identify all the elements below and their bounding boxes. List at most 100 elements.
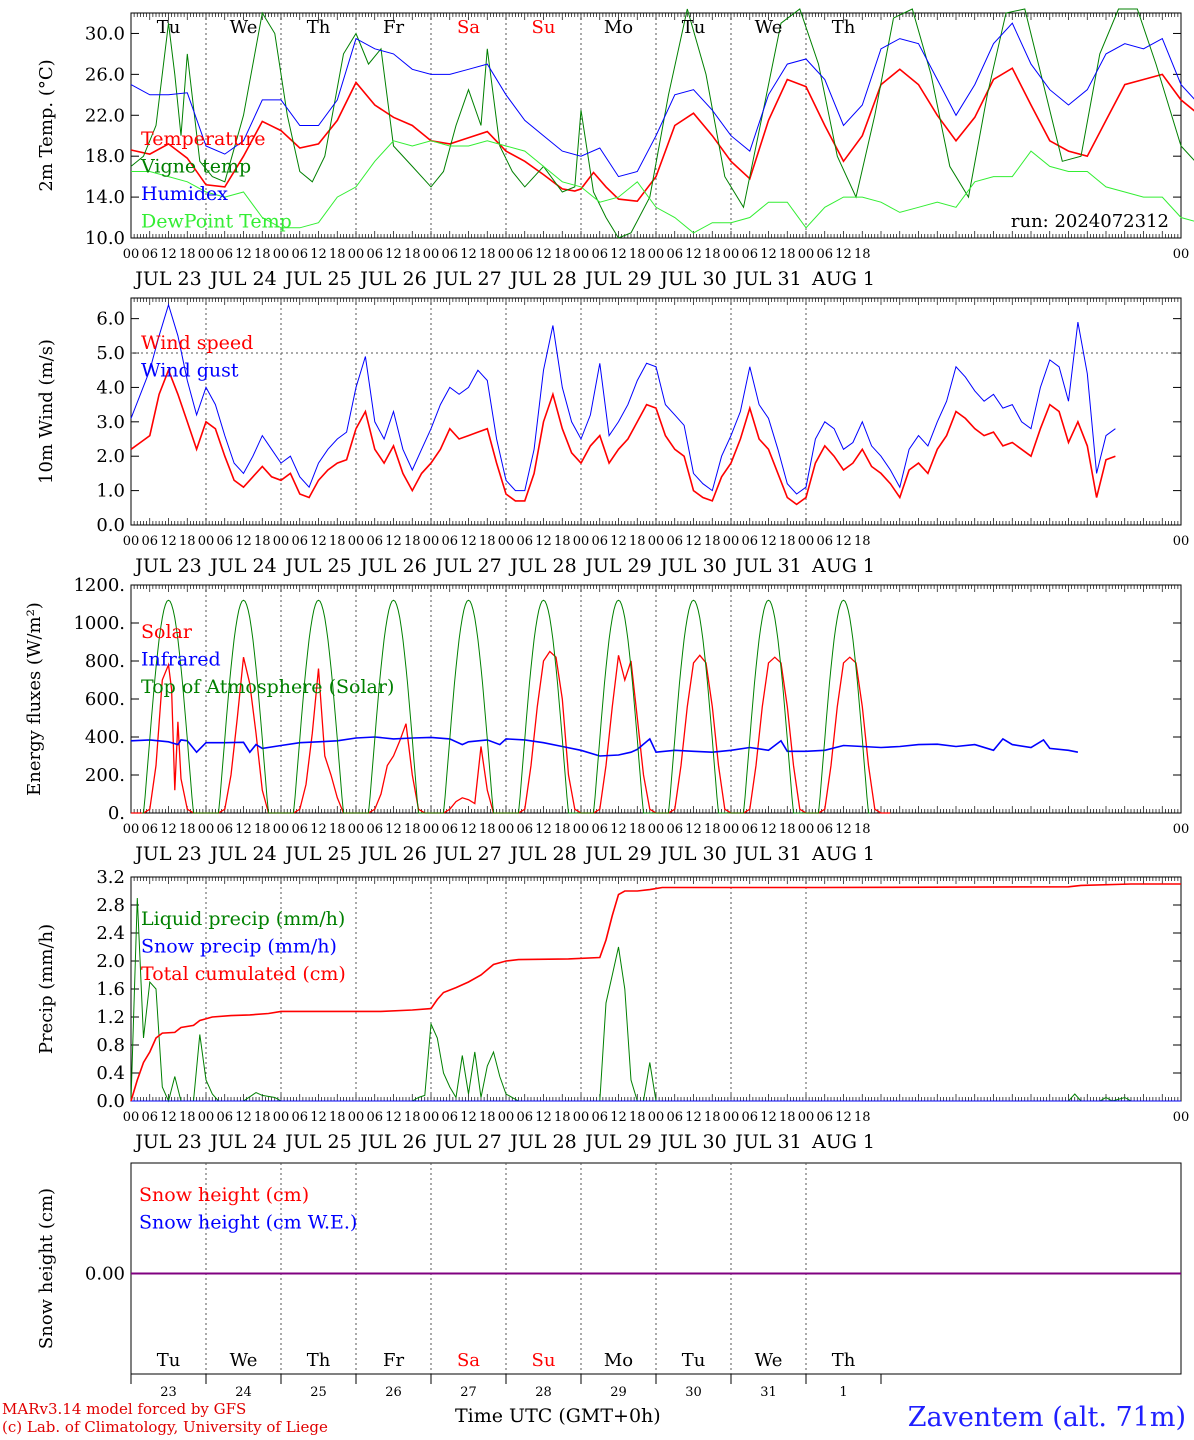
day-number-label: 24 bbox=[235, 1385, 252, 1400]
hour-tick-label: 12 bbox=[835, 1110, 852, 1125]
hour-tick-label: 00 bbox=[273, 247, 290, 262]
hour-tick-label: 18 bbox=[329, 822, 346, 837]
day-of-week-label: Th bbox=[307, 1350, 331, 1371]
hour-tick-label: 06 bbox=[216, 1110, 233, 1125]
date-label: JUL 24 bbox=[208, 1131, 276, 1153]
y-tick-label: 1.6 bbox=[96, 979, 125, 1000]
hour-tick-label: 06 bbox=[741, 534, 758, 549]
y-tick-label: 14.0 bbox=[85, 187, 125, 208]
hour-tick-label: 18 bbox=[704, 822, 721, 837]
hour-tick-label: 12 bbox=[685, 1110, 702, 1125]
day-of-week-label: Tu bbox=[682, 17, 706, 38]
y-tick-label: 3.0 bbox=[96, 412, 125, 433]
hour-tick-label: 00 bbox=[798, 1110, 815, 1125]
hour-tick-label: 00 bbox=[498, 822, 515, 837]
y-tick-label: 0. bbox=[108, 803, 125, 824]
hour-tick-label: 12 bbox=[385, 534, 402, 549]
y-tick-label: 1.0 bbox=[96, 481, 125, 502]
hour-tick-label: 00 bbox=[348, 534, 365, 549]
plot-frame bbox=[130, 297, 1182, 526]
day-of-week-label: Th bbox=[307, 17, 331, 38]
date-label: JUL 23 bbox=[133, 1131, 201, 1153]
day-of-week-label: Tu bbox=[157, 17, 181, 38]
hour-tick-label: 00 bbox=[723, 1110, 740, 1125]
hour-tick-label: 12 bbox=[310, 247, 327, 262]
series-line-dewpoint-temp bbox=[131, 140, 1194, 234]
hour-tick-label: 06 bbox=[216, 247, 233, 262]
day-number-label: 31 bbox=[760, 1385, 777, 1400]
hour-tick-label: 06 bbox=[441, 534, 458, 549]
hour-tick-label: 06 bbox=[216, 534, 233, 549]
day-of-week-label: Sa bbox=[457, 17, 480, 38]
date-label: JUL 30 bbox=[658, 843, 726, 865]
hour-tick-label: 06 bbox=[816, 1110, 833, 1125]
date-label: JUL 27 bbox=[433, 843, 501, 865]
hour-tick-label: 06 bbox=[816, 534, 833, 549]
hour-tick-label: 18 bbox=[779, 534, 796, 549]
hour-tick-label: 06 bbox=[516, 247, 533, 262]
series-line-humidex bbox=[130, 22, 1194, 178]
hour-tick-label: 12 bbox=[235, 534, 252, 549]
hour-tick-label: 18 bbox=[854, 1110, 871, 1125]
hour-tick-label: 06 bbox=[816, 822, 833, 837]
y-axis-title: 10m Wind (m/s) bbox=[36, 339, 57, 484]
hour-tick-label: 12 bbox=[460, 247, 477, 262]
day-of-week-label: Fr bbox=[383, 1350, 404, 1371]
hour-tick-label: 18 bbox=[404, 822, 421, 837]
hour-tick-label: 18 bbox=[779, 822, 796, 837]
series-line-wind-gust bbox=[130, 303, 1116, 495]
hour-tick-label: 00 bbox=[1173, 247, 1190, 262]
hour-tick-label: 18 bbox=[629, 247, 646, 262]
y-tick-label: 0.00 bbox=[85, 1264, 125, 1285]
plot-frame bbox=[130, 584, 1182, 814]
date-label: JUL 29 bbox=[583, 555, 651, 577]
date-label: JUL 25 bbox=[283, 1131, 351, 1153]
hour-tick-label: 06 bbox=[141, 247, 158, 262]
hour-tick-label: 00 bbox=[198, 822, 215, 837]
date-label: JUL 31 bbox=[733, 843, 801, 865]
legend-entry: Solar bbox=[141, 621, 193, 643]
y-tick-label: 1.2 bbox=[96, 1007, 125, 1028]
hour-tick-label: 18 bbox=[854, 247, 871, 262]
hour-tick-label: 18 bbox=[554, 247, 571, 262]
y-tick-label: 0.4 bbox=[96, 1063, 125, 1084]
model-credit: MARv3.14 model forced by GFS (c) Lab. of… bbox=[2, 1400, 328, 1436]
day-of-week-label: Tu bbox=[157, 1350, 181, 1371]
y-tick-label: 4.0 bbox=[96, 377, 125, 398]
hour-tick-label: 00 bbox=[423, 822, 440, 837]
hour-tick-label: 00 bbox=[723, 822, 740, 837]
y-axis-title: Snow height (cm) bbox=[36, 1188, 57, 1349]
legend-entry: Snow precip (mm/h) bbox=[141, 936, 337, 958]
date-label: AUG 1 bbox=[811, 1131, 875, 1153]
legend-entry: DewPoint Temp bbox=[141, 211, 292, 233]
hour-tick-label: 12 bbox=[310, 1110, 327, 1125]
day-number-label: 25 bbox=[310, 1385, 327, 1400]
series-line-vigne-temp bbox=[130, 8, 1194, 239]
hour-tick-label: 06 bbox=[441, 1110, 458, 1125]
day-of-week-label: Mo bbox=[604, 1350, 633, 1371]
hour-tick-label: 06 bbox=[666, 822, 683, 837]
date-label: JUL 23 bbox=[133, 843, 201, 865]
hour-tick-label: 12 bbox=[610, 534, 627, 549]
series-line-solar bbox=[131, 650, 891, 814]
hour-tick-label: 18 bbox=[254, 247, 271, 262]
hour-tick-label: 18 bbox=[854, 534, 871, 549]
hour-tick-label: 00 bbox=[423, 534, 440, 549]
legend-entry: Snow height (cm) bbox=[139, 1184, 309, 1206]
hour-tick-label: 06 bbox=[366, 534, 383, 549]
hour-tick-label: 12 bbox=[160, 822, 177, 837]
hour-tick-label: 00 bbox=[798, 247, 815, 262]
date-label: JUL 31 bbox=[733, 268, 801, 290]
date-label: JUL 30 bbox=[658, 555, 726, 577]
day-of-week-label: We bbox=[755, 1350, 783, 1371]
hour-tick-label: 12 bbox=[535, 534, 552, 549]
date-label: JUL 28 bbox=[508, 268, 576, 290]
date-label: JUL 28 bbox=[508, 843, 576, 865]
hour-tick-label: 00 bbox=[123, 822, 140, 837]
date-label: JUL 25 bbox=[283, 268, 351, 290]
date-label: AUG 1 bbox=[811, 268, 875, 290]
series-line-infrared bbox=[130, 736, 1079, 757]
hour-tick-label: 00 bbox=[498, 247, 515, 262]
panel-5: 0.00 Snow height (cm) Snow height (cm) Snow… bbox=[36, 1162, 1182, 1400]
